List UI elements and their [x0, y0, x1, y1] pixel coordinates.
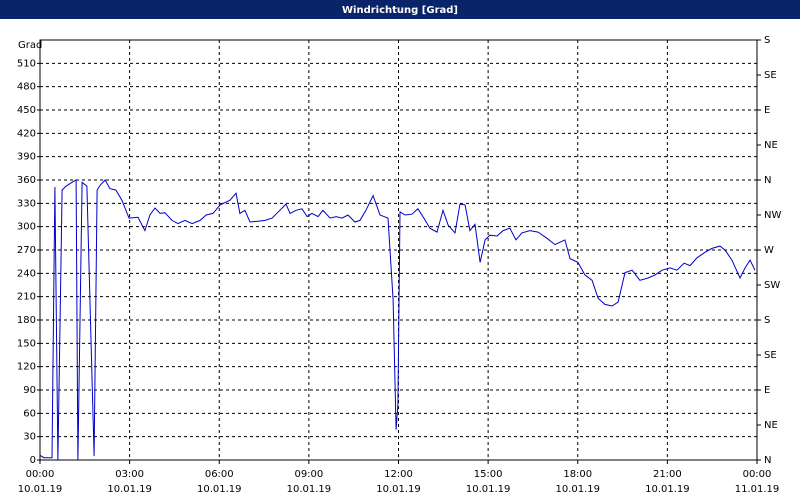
x-tick-label: 12:00	[384, 469, 413, 480]
y-tick-label: 330	[17, 198, 36, 209]
title-bar	[0, 0, 800, 19]
y-tick-label: 30	[23, 432, 36, 443]
y2-tick-label: SW	[764, 280, 780, 291]
x-tick-date: 10.01.19	[645, 484, 690, 495]
y-tick-label: 510	[17, 58, 36, 69]
y-tick-label: 240	[17, 268, 36, 279]
y-tick-label: 300	[17, 222, 36, 233]
y2-tick-label: NE	[764, 140, 778, 151]
x-tick-label: 21:00	[653, 469, 682, 480]
x-tick-date: 10.01.19	[376, 484, 421, 495]
y-tick-label: 150	[17, 338, 36, 349]
y2-tick-label: N	[764, 175, 771, 186]
y-tick-label: 480	[17, 82, 36, 93]
y-tick-label: 390	[17, 152, 36, 163]
x-tick-label: 15:00	[474, 469, 503, 480]
y-tick-label: 90	[23, 385, 36, 396]
y2-tick-label: SE	[764, 350, 777, 361]
x-tick-label: 00:00	[26, 469, 55, 480]
x-tick-date: 10.01.19	[287, 484, 332, 495]
y-axis-label: Grad	[18, 40, 42, 51]
x-tick-date: 10.01.19	[107, 484, 152, 495]
y-tick-label: 0	[30, 455, 36, 466]
x-tick-date: 10.01.19	[18, 484, 63, 495]
data-line	[39, 179, 756, 461]
x-tick-date: 10.01.19	[466, 484, 511, 495]
x-tick-label: 09:00	[294, 469, 323, 480]
y2-tick-label: S	[764, 315, 770, 326]
y2-tick-label: W	[764, 245, 774, 256]
y2-tick-label: N	[764, 455, 771, 466]
y2-tick-label: E	[764, 105, 770, 116]
x-tick-label: 03:00	[115, 469, 144, 480]
x-tick-label: 00:00	[743, 469, 772, 480]
y-tick-label: 60	[23, 408, 36, 419]
x-tick-date: 10.01.19	[197, 484, 242, 495]
y-tick-label: 420	[17, 128, 36, 139]
y-tick-label: 210	[17, 292, 36, 303]
y2-tick-label: S	[764, 35, 770, 46]
y-tick-label: 180	[17, 315, 36, 326]
x-tick-label: 06:00	[205, 469, 234, 480]
y2-tick-label: SE	[764, 70, 777, 81]
y2-tick-label: NE	[764, 420, 778, 431]
x-tick-date: 10.01.19	[555, 484, 600, 495]
x-tick-label: 18:00	[563, 469, 592, 480]
x-tick-date: 11.01.19	[735, 484, 780, 495]
y2-tick-label: NW	[764, 210, 781, 221]
y-tick-label: 270	[17, 245, 36, 256]
y-tick-label: 120	[17, 362, 36, 373]
y-tick-label: 450	[17, 105, 36, 116]
y2-tick-label: E	[764, 385, 770, 396]
plot-frame	[39, 39, 758, 461]
y-tick-label: 360	[17, 175, 36, 186]
chart-title: Windrichtung [Grad]	[342, 5, 458, 16]
